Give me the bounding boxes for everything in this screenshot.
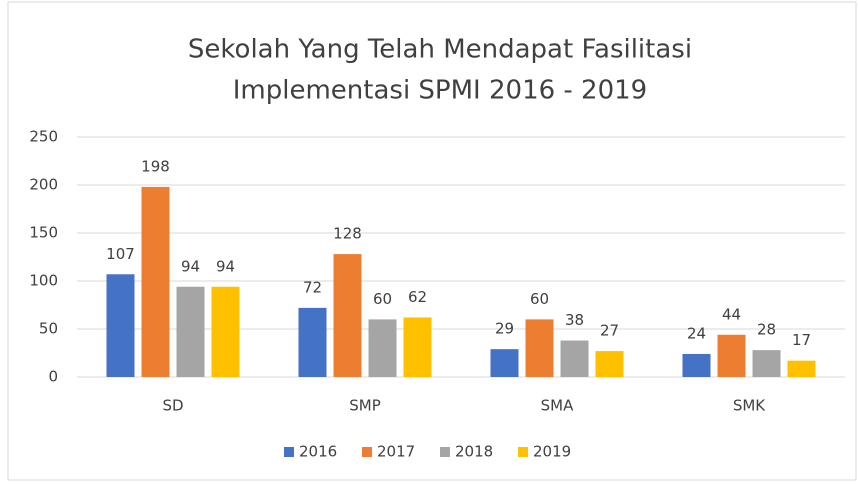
x-tick-label: SMA [541, 397, 574, 415]
data-label: 94 [216, 257, 235, 275]
data-label: 28 [757, 321, 776, 339]
bar [752, 350, 781, 377]
data-label: 128 [333, 225, 362, 243]
bar [525, 319, 554, 377]
bar [333, 254, 362, 377]
legend-swatch [362, 447, 372, 457]
bar [490, 349, 519, 377]
bar [141, 186, 170, 377]
data-label: 38 [565, 311, 584, 329]
y-tick-label: 150 [29, 224, 58, 242]
y-tick-label: 50 [39, 320, 58, 338]
legend-swatch [440, 447, 450, 457]
bar [368, 319, 397, 377]
data-label: 60 [530, 290, 549, 308]
bar [211, 286, 240, 377]
y-tick-label: 250 [29, 128, 58, 146]
data-label: 198 [141, 157, 170, 175]
bar [176, 286, 205, 377]
bar [787, 360, 816, 377]
chart-frame [7, 1, 857, 481]
data-label: 62 [408, 288, 427, 306]
data-label: 60 [373, 290, 392, 308]
bar [560, 340, 589, 377]
bar [717, 334, 746, 377]
legend-label: 2019 [533, 443, 571, 461]
legend-label: 2016 [299, 443, 337, 461]
legend-label: 2017 [377, 443, 415, 461]
bar [298, 307, 327, 377]
x-tick-label: SMK [733, 397, 766, 415]
data-label: 107 [106, 245, 135, 263]
legend-swatch [284, 447, 294, 457]
data-label: 29 [495, 320, 514, 338]
data-label: 27 [600, 322, 619, 340]
chart-title: Implementasi SPMI 2016 - 2019 [233, 76, 647, 106]
bar [106, 274, 135, 377]
legend-swatch [518, 447, 528, 457]
legend-label: 2018 [455, 443, 493, 461]
bar [595, 351, 624, 377]
y-tick-label: 100 [29, 272, 58, 290]
data-label: 24 [687, 324, 706, 342]
data-label: 94 [181, 257, 200, 275]
chart-title: Sekolah Yang Telah Mendapat Fasilitasi [188, 35, 692, 65]
bar [403, 317, 432, 377]
bar [682, 353, 711, 377]
data-label: 44 [722, 305, 741, 323]
data-label: 72 [303, 278, 322, 296]
y-tick-label: 200 [29, 176, 58, 194]
data-label: 17 [792, 331, 811, 349]
y-tick-label: 0 [48, 368, 58, 386]
x-tick-label: SD [162, 397, 183, 415]
x-tick-label: SMP [349, 397, 381, 415]
